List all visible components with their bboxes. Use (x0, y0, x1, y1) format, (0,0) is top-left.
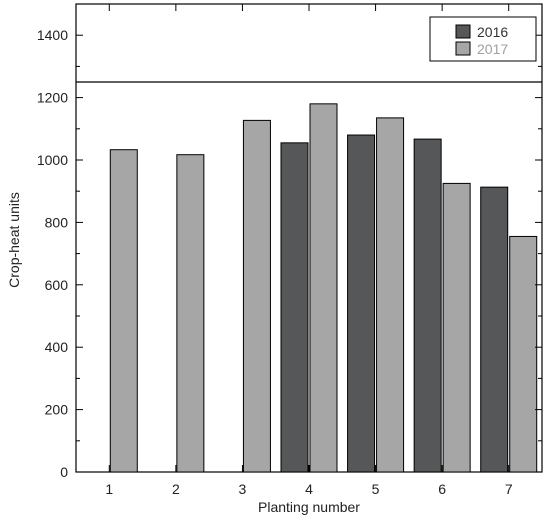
y-tick-label: 1200 (37, 90, 68, 106)
legend-box (429, 16, 537, 62)
plot-area (75, 3, 543, 473)
x-axis: 1 2 3 4 5 6 7 (105, 4, 513, 497)
y-tick-label: 1400 (37, 27, 68, 43)
x-axis-title: Planting number (258, 499, 360, 515)
x-tick-label: 7 (505, 481, 513, 497)
bar-2016-planting-5 (347, 134, 376, 473)
x-tick-label: 4 (305, 481, 313, 497)
bar-2017-planting-3 (242, 119, 271, 473)
bar-2017-planting-1 (109, 149, 138, 473)
legend: 2016 2017 (429, 16, 537, 62)
bars (109, 103, 538, 473)
y-tick-label: 800 (45, 214, 69, 230)
x-tick-label: 5 (372, 481, 380, 497)
x-tick-label: 2 (172, 481, 180, 497)
legend-swatch-2016 (455, 24, 471, 39)
bar-2017-planting-6 (442, 182, 471, 473)
legend-label-2016: 2016 (477, 24, 508, 40)
x-tick-label: 6 (438, 481, 446, 497)
y-tick-label: 0 (60, 464, 68, 480)
y-tick-label: 1000 (37, 152, 68, 168)
bar-2017-planting-5 (376, 117, 405, 473)
y-tick-label: 200 (45, 402, 69, 418)
bar-2017-planting-4 (309, 103, 338, 473)
plot-frame (75, 3, 543, 473)
bar-2016-planting-6 (413, 138, 442, 473)
legend-label-2017: 2017 (477, 41, 508, 57)
bar-2017-planting-7 (509, 235, 538, 473)
legend-swatch-2017 (455, 41, 471, 56)
y-tick-label: 400 (45, 339, 69, 355)
y-tick-label: 600 (45, 277, 69, 293)
x-tick-label: 1 (105, 481, 113, 497)
bar-2016-planting-4 (280, 142, 309, 473)
x-tick-label: 3 (239, 481, 247, 497)
y-axis-title: Crop-heat units (6, 192, 22, 288)
bar-2017-planting-2 (176, 154, 205, 473)
y-axis: 0 200 400 600 800 1000 1200 1400 (37, 27, 542, 480)
bar-2016-planting-7 (480, 186, 509, 473)
